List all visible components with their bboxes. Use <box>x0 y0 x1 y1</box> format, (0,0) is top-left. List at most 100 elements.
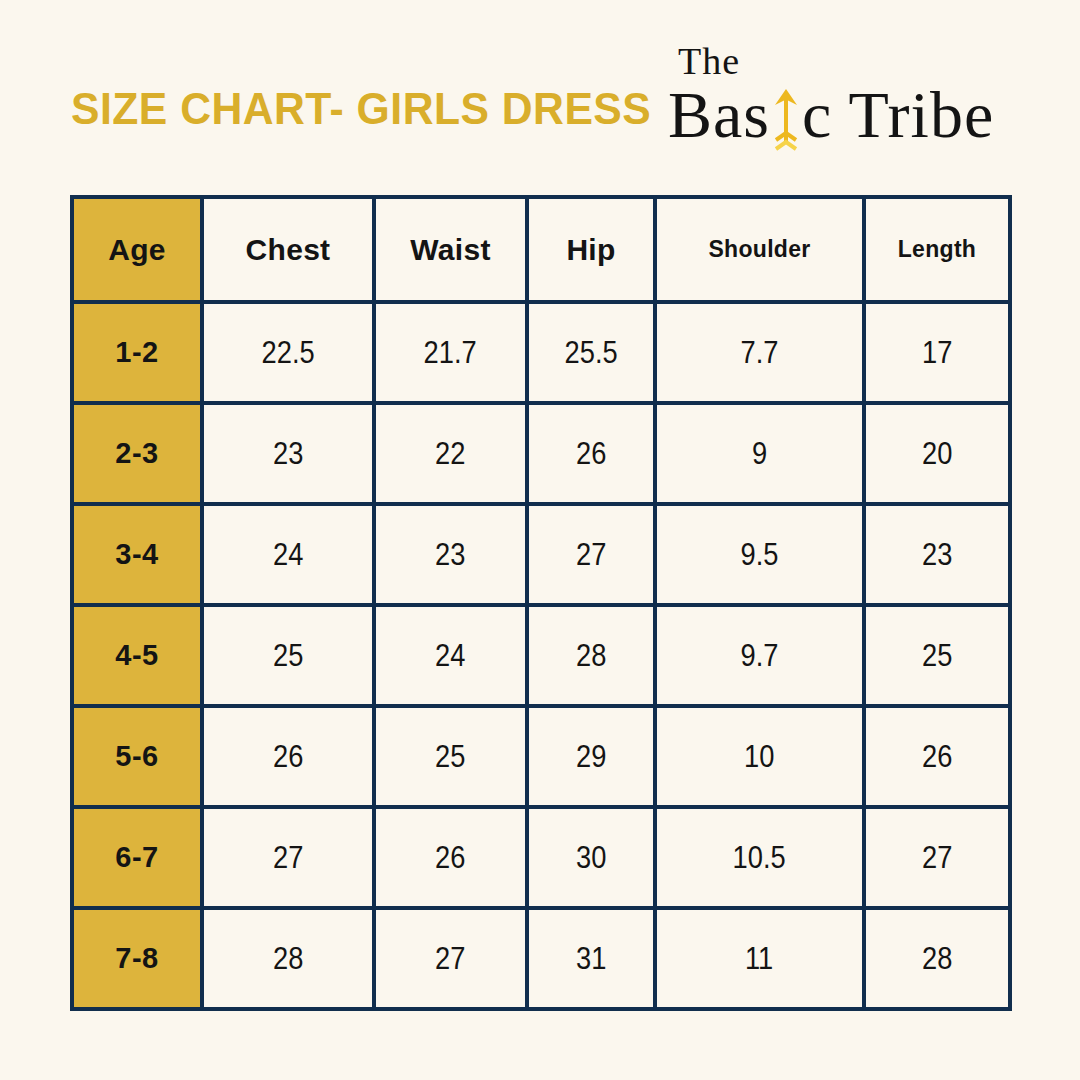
cell-value: 25 <box>922 638 952 674</box>
cell-value: 21.7 <box>424 335 477 371</box>
cell-value: 9.5 <box>741 537 779 573</box>
cell-value: 31 <box>576 941 606 977</box>
table-cell: 9.5 <box>655 504 864 605</box>
table-cell: 26 <box>374 807 527 908</box>
table-row: 1-2 22.5 21.7 25.5 7.7 17 <box>72 302 1010 403</box>
table-cell: 9.7 <box>655 605 864 706</box>
cell-value: 9.7 <box>741 638 779 674</box>
table-cell: 26 <box>864 706 1010 807</box>
table-cell: 25.5 <box>527 302 655 403</box>
table-row: 3-4 24 23 27 9.5 23 <box>72 504 1010 605</box>
table-cell: 31 <box>527 908 655 1009</box>
cell-value: 10 <box>744 739 774 775</box>
cell-value: 24 <box>273 537 303 573</box>
cell-value: 28 <box>576 638 606 674</box>
cell-value: 17 <box>922 335 952 371</box>
cell-value: 27 <box>273 840 303 876</box>
cell-value: 23 <box>435 537 465 573</box>
cell-value: 22.5 <box>261 335 314 371</box>
table-cell: 26 <box>202 706 374 807</box>
column-header-chest: Chest <box>202 197 374 302</box>
cell-value: 9 <box>752 436 767 472</box>
cell-value: 22 <box>435 436 465 472</box>
age-cell: 1-2 <box>72 302 202 403</box>
cell-value: 28 <box>273 941 303 977</box>
cell-value: 25 <box>273 638 303 674</box>
age-cell: 5-6 <box>72 706 202 807</box>
table-cell: 28 <box>864 908 1010 1009</box>
table-cell: 21.7 <box>374 302 527 403</box>
cell-value: 25.5 <box>564 335 617 371</box>
table-row: 5-6 26 25 29 10 26 <box>72 706 1010 807</box>
column-header-age: Age <box>72 197 202 302</box>
table-cell: 22 <box>374 403 527 504</box>
table-cell: 10 <box>655 706 864 807</box>
table-cell: 23 <box>374 504 527 605</box>
table-cell: 11 <box>655 908 864 1009</box>
table-row: 7-8 28 27 31 11 28 <box>72 908 1010 1009</box>
cell-value: 27 <box>922 840 952 876</box>
column-header-shoulder: Shoulder <box>655 197 864 302</box>
age-cell: 2-3 <box>72 403 202 504</box>
up-arrow-icon <box>771 88 801 154</box>
logo-line-basic-tribe: Bas c Tribe <box>668 82 1008 148</box>
cell-value: 23 <box>922 537 952 573</box>
cell-value: 26 <box>273 739 303 775</box>
column-header-hip: Hip <box>527 197 655 302</box>
cell-value: 23 <box>273 436 303 472</box>
cell-value: 26 <box>576 436 606 472</box>
table-row: 2-3 23 22 26 9 20 <box>72 403 1010 504</box>
age-cell: 4-5 <box>72 605 202 706</box>
table-cell: 28 <box>527 605 655 706</box>
cell-value: 28 <box>922 941 952 977</box>
cell-value: 26 <box>435 840 465 876</box>
header-row: AgeChestWaistHipShoulderLength <box>72 197 1010 302</box>
table-cell: 27 <box>527 504 655 605</box>
age-cell: 7-8 <box>72 908 202 1009</box>
cell-value: 7.7 <box>741 335 779 371</box>
cell-value: 11 <box>745 941 773 977</box>
table-cell: 23 <box>202 403 374 504</box>
table-cell: 30 <box>527 807 655 908</box>
cell-value: 25 <box>435 739 465 775</box>
table-cell: 20 <box>864 403 1010 504</box>
logo-text-before-arrow: Bas <box>668 82 770 148</box>
table-cell: 10.5 <box>655 807 864 908</box>
table-cell: 29 <box>527 706 655 807</box>
table-row: 6-7 27 26 30 10.5 27 <box>72 807 1010 908</box>
table-cell: 24 <box>202 504 374 605</box>
table-cell: 9 <box>655 403 864 504</box>
table-cell: 27 <box>202 807 374 908</box>
table-cell: 22.5 <box>202 302 374 403</box>
column-header-length: Length <box>864 197 1010 302</box>
size-chart-page: SIZE CHART- GIRLS DRESS The Bas c Tribe <box>0 0 1080 1080</box>
column-header-waist: Waist <box>374 197 527 302</box>
table-cell: 26 <box>527 403 655 504</box>
table-row: 4-5 25 24 28 9.7 25 <box>72 605 1010 706</box>
table-cell: 25 <box>864 605 1010 706</box>
size-table-body: 1-222.521.725.57.7172-32322269203-424232… <box>72 302 1010 1009</box>
cell-value: 10.5 <box>733 840 786 876</box>
age-cell: 3-4 <box>72 504 202 605</box>
cell-value: 26 <box>922 739 952 775</box>
table-cell: 7.7 <box>655 302 864 403</box>
logo-text-after-arrow: c Tribe <box>802 82 994 148</box>
age-cell: 6-7 <box>72 807 202 908</box>
cell-value: 24 <box>435 638 465 674</box>
table-cell: 24 <box>374 605 527 706</box>
cell-value: 27 <box>576 537 606 573</box>
table-cell: 23 <box>864 504 1010 605</box>
cell-value: 30 <box>576 840 606 876</box>
table-cell: 17 <box>864 302 1010 403</box>
logo-line-the: The <box>678 42 1008 80</box>
table-cell: 25 <box>202 605 374 706</box>
table-cell: 25 <box>374 706 527 807</box>
brand-logo: The Bas c Tribe <box>668 42 1008 148</box>
size-table-header: AgeChestWaistHipShoulderLength <box>72 197 1010 302</box>
table-cell: 27 <box>864 807 1010 908</box>
cell-value: 27 <box>435 941 465 977</box>
table-cell: 27 <box>374 908 527 1009</box>
table-cell: 28 <box>202 908 374 1009</box>
size-table: AgeChestWaistHipShoulderLength 1-2 22.5 21… <box>70 195 1012 1011</box>
page-title: SIZE CHART- GIRLS DRESS <box>71 84 651 134</box>
